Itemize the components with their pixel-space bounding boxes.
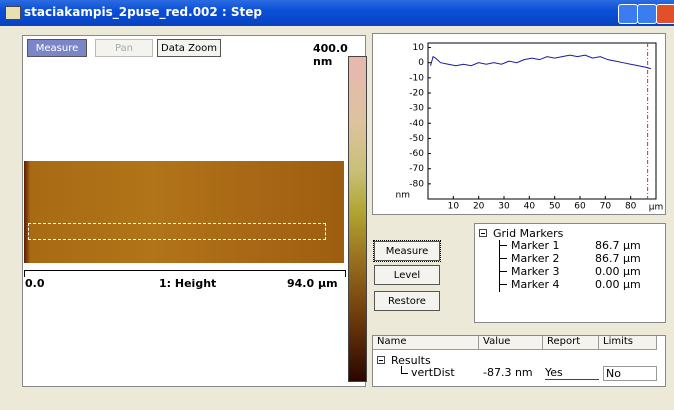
window-title: staciakampis_2puse_red.002 : Step — [24, 5, 262, 19]
x-tick-label: 80 — [625, 202, 637, 212]
y-unit: nm — [396, 191, 410, 201]
y-tick-label: -60 — [409, 149, 424, 159]
afm-image[interactable] — [24, 161, 344, 263]
result-name: vertDist — [411, 366, 455, 379]
marker-name: Marker 4 — [511, 278, 560, 291]
result-limits[interactable]: No — [603, 366, 657, 381]
x-tick-label: 60 — [574, 202, 586, 212]
y-tick-label: -70 — [409, 164, 424, 174]
scale-line — [24, 270, 346, 277]
y-tick-label: 0 — [418, 58, 424, 68]
x-unit: µm — [649, 203, 664, 213]
scale-right: 94.0 µm — [287, 277, 338, 290]
x-tick-label: 20 — [473, 202, 485, 212]
marker-name: Marker 2 — [511, 252, 560, 265]
toolbar-button[interactable]: Measure — [27, 39, 87, 57]
window: staciakampis_2puse_red.002 : Step Measur… — [0, 0, 674, 410]
y-tick-label: 10 — [413, 43, 425, 53]
channel-label: 1: Height — [159, 277, 216, 290]
side-button[interactable]: Restore — [374, 291, 440, 311]
tree-branch — [499, 271, 507, 272]
x-tick-label: 30 — [498, 202, 510, 212]
collapse-icon[interactable] — [377, 356, 385, 364]
scale-left: 0.0 — [25, 277, 45, 290]
y-tick-label: -10 — [409, 73, 424, 83]
toolbar-button[interactable]: Pan — [95, 39, 153, 57]
y-tick-label: -30 — [409, 104, 424, 114]
tree-branch — [499, 245, 507, 246]
minimize-button[interactable] — [618, 4, 638, 24]
profile-chart: 10 0 -10 -20 -30 -40 -50 -60 -70 -80 10 20 30 40 50 60 7… — [372, 33, 666, 215]
tree-branch — [499, 284, 507, 285]
result-report[interactable]: Yes — [545, 366, 599, 380]
column-header: Value — [479, 336, 543, 350]
maximize-button[interactable] — [637, 4, 657, 24]
close-button[interactable] — [656, 4, 674, 24]
collapse-icon[interactable] — [479, 229, 487, 237]
y-tick-label: -50 — [409, 134, 424, 144]
app-icon — [5, 6, 21, 20]
x-tick-label: 10 — [448, 202, 460, 212]
marker-value: 86.7 µm — [595, 239, 641, 252]
y-tick-label: -20 — [409, 88, 424, 98]
side-button[interactable]: Measure — [374, 241, 440, 261]
y-tick-label: -40 — [409, 119, 424, 129]
marker-value: 0.00 µm — [595, 265, 641, 278]
marker-value: 0.00 µm — [595, 278, 641, 291]
selection-box — [28, 223, 326, 240]
column-header: Report — [543, 336, 599, 350]
y-tick-label: -80 — [409, 179, 424, 189]
column-header: Name — [373, 336, 479, 350]
result-value: -87.3 nm — [483, 366, 533, 379]
x-tick-label: 70 — [600, 202, 612, 212]
plot-frame — [428, 43, 656, 199]
profile-line — [431, 55, 651, 69]
color-bar — [348, 56, 367, 382]
x-tick-label: 50 — [549, 202, 561, 212]
marker-name: Marker 1 — [511, 239, 560, 252]
x-tick-label: 40 — [524, 202, 536, 212]
column-header: Limits — [599, 336, 657, 350]
tree-line — [401, 366, 408, 374]
toolbar-button[interactable]: Data Zoom — [157, 39, 221, 57]
title-bar: staciakampis_2puse_red.002 : Step — [0, 0, 674, 26]
marker-value: 86.7 µm — [595, 252, 641, 265]
side-button[interactable]: Level — [374, 265, 440, 285]
marker-name: Marker 3 — [511, 265, 560, 278]
tree-branch — [499, 258, 507, 259]
